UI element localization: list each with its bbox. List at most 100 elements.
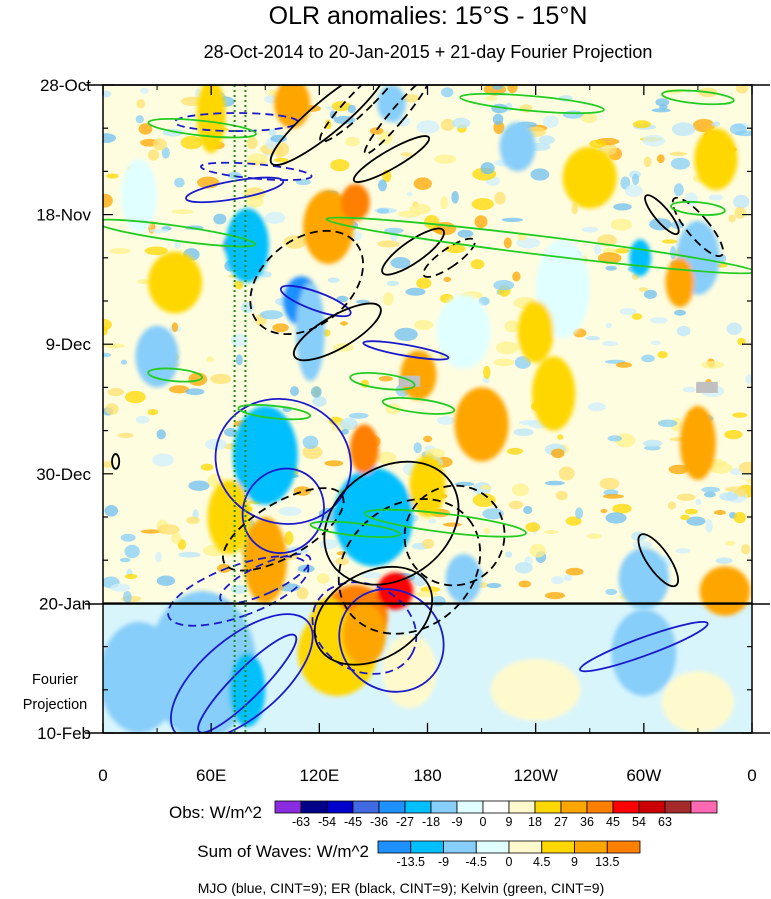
anomaly-blob [377, 572, 414, 610]
obs-colorbar-tick-label: -18 [422, 815, 440, 829]
anomaly-speckle-cell [125, 390, 146, 404]
x-tick-label: 60W [626, 766, 661, 785]
anomaly-speckle-cell [155, 551, 162, 563]
anomaly-blob [499, 122, 536, 172]
obs-colorbar-tick-label: -9 [451, 815, 462, 829]
kelvin-contour [349, 371, 416, 391]
anomaly-speckle-cell [323, 329, 331, 337]
anomaly-speckle-cell [680, 514, 690, 521]
kelvin-wave-series [103, 89, 752, 538]
anomaly-blob [400, 350, 437, 400]
anomaly-speckle-cell [443, 276, 452, 282]
anomaly-speckle-cell [586, 533, 602, 539]
anomaly-speckle-cell [117, 432, 134, 439]
anomaly-speckle-cell [745, 373, 752, 385]
anomaly-speckle-cell [613, 203, 632, 211]
kelvin-contour [103, 218, 257, 248]
anomaly-speckle-cell [538, 135, 555, 145]
anomaly-speckle-cell [514, 356, 532, 369]
projection-fill-blob [342, 603, 387, 666]
anomaly-speckle-cell [416, 277, 432, 289]
y-tick-label: 30-Dec [36, 465, 91, 484]
anomaly-speckle-cell [701, 486, 720, 493]
anomaly-speckle-cell [726, 322, 742, 335]
x-tick-label: 60E [196, 766, 226, 785]
anomaly-speckle-cell [483, 365, 491, 379]
anomaly-speckle-cell [316, 573, 330, 584]
anomaly-speckle-cell [185, 388, 205, 396]
anomaly-speckle-cell [493, 280, 514, 291]
chart-title: OLR anomalies: 15°S - 15°N [269, 2, 588, 30]
kelvin-contour [147, 118, 257, 139]
anomaly-speckle-cell [157, 524, 180, 535]
anomaly-speckle-cell [523, 505, 533, 515]
anomaly-speckle-cell [384, 227, 404, 234]
anomaly-speckle-cell [507, 85, 518, 94]
anomaly-speckle-cell [587, 402, 606, 412]
x-tick-label: 120E [299, 766, 339, 785]
anomaly-speckle-cell [575, 507, 584, 519]
anomaly-speckle-cell [676, 493, 696, 501]
anomaly-speckle-cell [601, 340, 619, 347]
anomaly-speckle-cell [638, 287, 649, 292]
anomaly-speckle-cell [135, 115, 144, 124]
obs-colorbar-swatch [456, 800, 484, 814]
anomaly-speckle-cell [668, 464, 689, 475]
obs-colorbar-tick-label: -63 [292, 815, 310, 829]
mjo-contour [241, 467, 325, 554]
y-tick-label: 9-Dec [46, 335, 92, 354]
anomaly-speckle-cell [137, 279, 150, 285]
anomaly-speckle-cell [144, 246, 168, 256]
anomaly-speckle-cell [382, 292, 394, 306]
anomaly-speckle-cell [369, 127, 384, 135]
anomaly-speckle-cell [377, 240, 400, 248]
anomaly-speckle-cell [746, 478, 752, 484]
x-tick-label: 120W [513, 766, 557, 785]
anomaly-speckle-cell [631, 313, 643, 320]
y-tick-label: 18-Nov [36, 206, 91, 225]
anomaly-speckle-cell [597, 252, 622, 264]
anomaly-speckle-cell [156, 575, 175, 586]
anomaly-speckle-cell [667, 501, 677, 510]
anomaly-speckle-cell [504, 320, 519, 333]
waves-colorbar-swatch [410, 840, 444, 854]
anomaly-speckle-cell [562, 110, 585, 119]
er-contour [381, 227, 445, 276]
anomaly-speckle-cell [424, 215, 440, 229]
mjo-contour [197, 633, 298, 733]
anomaly-speckle-cell [725, 540, 736, 546]
x-tick-label: 0 [747, 766, 756, 785]
anomaly-blob [409, 455, 446, 517]
anomaly-speckle-cell [729, 123, 747, 135]
anomaly-speckle-cell [103, 90, 112, 98]
obs-colorbar-swatch [378, 800, 406, 814]
anomaly-speckle-cell [452, 117, 471, 129]
anomaly-blob [629, 239, 652, 277]
kelvin-contour [325, 216, 752, 275]
anomaly-blob [148, 251, 203, 314]
anomaly-speckle-cell [330, 159, 350, 172]
plot-area [103, 85, 752, 733]
waves-colorbar-swatch [541, 840, 575, 854]
anomaly-speckle-cell [136, 99, 146, 109]
anomaly-speckle-cell [472, 493, 496, 507]
obs-colorbar-swatch [430, 800, 458, 814]
kelvin-contour [381, 396, 456, 415]
anomaly-speckle-cell [589, 139, 606, 148]
anomaly-speckle-cell [651, 108, 671, 113]
anomaly-speckle-cell [205, 438, 227, 451]
kelvin-contour [147, 367, 203, 383]
anomaly-speckle-cell [529, 543, 546, 558]
obs-colorbar-tick-label: -36 [370, 815, 388, 829]
waves-colorbar: -13.5 -9 -4.5 0 4.5 9 13.5 [377, 840, 641, 869]
anomaly-speckle-cell [642, 134, 666, 147]
obs-colorbar-swatch [300, 800, 328, 814]
er-contour [352, 135, 431, 183]
anomaly-speckle-cell [684, 192, 698, 207]
anomaly-speckle-cell [312, 396, 327, 407]
anomaly-speckle-cell [217, 563, 231, 574]
anomaly-speckle-cell [512, 271, 521, 282]
anomaly-speckle-cell [107, 388, 125, 397]
anomaly-blob [694, 128, 738, 190]
anomaly-speckle-cell [103, 133, 116, 143]
